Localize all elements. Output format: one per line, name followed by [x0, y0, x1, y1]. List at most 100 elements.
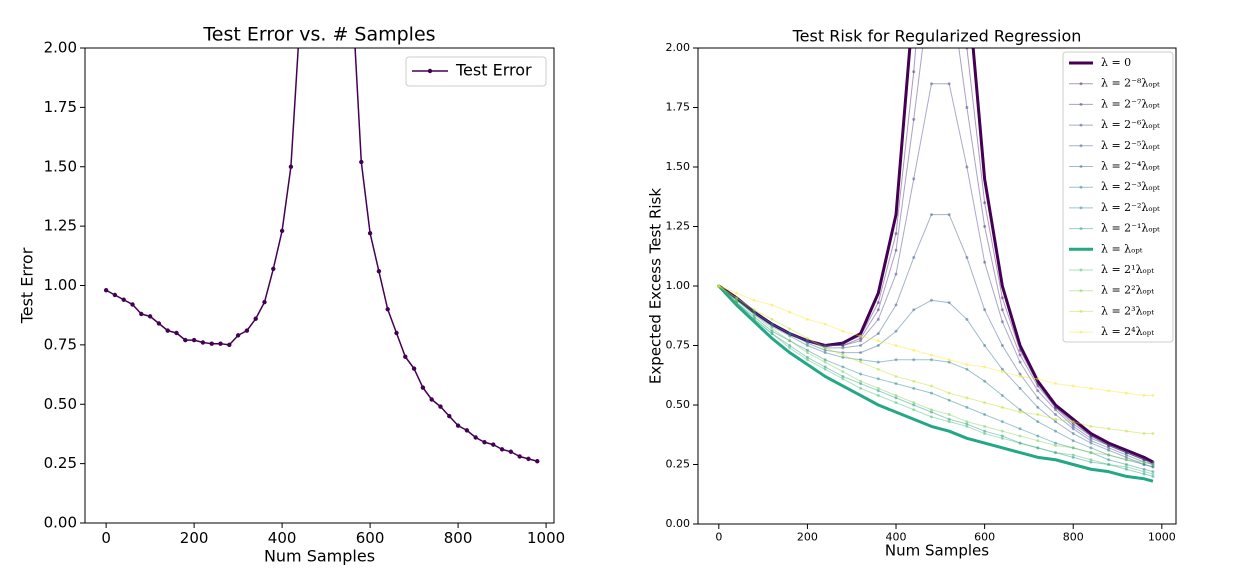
data-point — [788, 332, 792, 336]
data-point — [983, 424, 987, 428]
data-point — [1054, 417, 1058, 421]
legend-label: λ = 2⁻¹λₒₚₜ — [1101, 222, 1160, 235]
legend-marker — [1079, 102, 1083, 106]
data-point — [876, 301, 880, 305]
legend-marker — [1079, 144, 1083, 148]
axes-frame — [84, 47, 555, 524]
y-tick-label: 0.50 — [666, 398, 691, 411]
data-point — [1036, 420, 1040, 424]
data-point — [894, 329, 898, 333]
data-point — [752, 310, 756, 314]
data-point — [1000, 308, 1004, 312]
data-point — [1054, 420, 1058, 424]
data-point — [1018, 410, 1022, 414]
data-point — [1142, 463, 1146, 466]
data-point — [1142, 467, 1146, 471]
data-point — [482, 440, 487, 445]
data-point — [841, 355, 845, 359]
data-point — [752, 317, 756, 321]
x-tick-label: 400 — [268, 529, 297, 547]
data-point — [859, 379, 863, 383]
data-point — [139, 311, 144, 317]
data-point — [894, 393, 898, 397]
y-tick-label: 0.25 — [44, 454, 77, 472]
data-point — [735, 296, 739, 300]
data-point — [929, 408, 933, 412]
data-point — [735, 291, 739, 295]
data-point — [947, 391, 951, 395]
data-point — [526, 456, 531, 462]
data-point — [1107, 453, 1111, 457]
data-point — [359, 159, 364, 165]
x-tick-label: 0 — [101, 529, 111, 547]
data-point — [1000, 296, 1004, 300]
data-point — [876, 308, 880, 312]
data-point — [859, 382, 863, 386]
data-point — [823, 346, 827, 350]
data-point — [218, 341, 223, 346]
data-point — [823, 344, 827, 347]
series-line — [718, 285, 1154, 473]
data-point — [1151, 432, 1155, 436]
legend-marker — [1079, 165, 1083, 168]
data-point — [823, 351, 827, 355]
data-point — [859, 334, 863, 338]
x-tick-label: 200 — [180, 529, 209, 547]
data-point — [823, 365, 827, 369]
data-point — [788, 339, 792, 343]
data-point — [385, 307, 390, 312]
x-tick-label: 600 — [974, 531, 995, 544]
data-point — [841, 344, 845, 347]
data-point — [517, 454, 522, 459]
data-point — [788, 339, 792, 343]
data-point — [1000, 434, 1004, 438]
data-point — [947, 301, 951, 305]
data-point — [735, 296, 739, 300]
data-point — [947, 213, 951, 217]
data-point — [823, 346, 827, 350]
data-point — [1054, 429, 1058, 433]
data-point — [438, 404, 443, 409]
x-axis-label: Num Samples — [264, 547, 375, 566]
data-point — [805, 339, 809, 343]
data-point — [894, 344, 898, 347]
data-point — [983, 201, 987, 205]
legend-marker — [1079, 82, 1083, 86]
y-tick-label: 1.25 — [44, 217, 77, 235]
data-point — [735, 298, 739, 302]
legend-label: λ = 2¹λₒₚₜ — [1101, 263, 1154, 276]
data-point — [1124, 451, 1128, 455]
data-point — [1151, 465, 1155, 469]
data-point — [912, 379, 916, 383]
y-tick-label: 0.25 — [666, 458, 691, 471]
data-point — [929, 298, 933, 302]
data-point — [1018, 427, 1022, 431]
data-point — [1089, 446, 1093, 450]
legend-label: λ = 2³λₒₚₜ — [1101, 304, 1154, 317]
data-point — [912, 358, 916, 362]
data-point — [1124, 467, 1128, 471]
legend-label: Test Error — [455, 61, 532, 80]
legend-marker — [427, 68, 433, 74]
data-point — [1036, 405, 1040, 409]
legend-box — [1062, 51, 1174, 343]
data-point — [947, 358, 951, 362]
data-point — [112, 292, 118, 298]
data-point — [271, 266, 276, 272]
series-line — [718, 214, 1154, 465]
data-point — [965, 106, 969, 109]
data-point — [1107, 389, 1111, 393]
legend-label: λ = 2⁻⁶λₒₚₜ — [1101, 118, 1160, 131]
data-point — [770, 322, 774, 326]
data-point — [983, 429, 987, 433]
data-point — [983, 432, 987, 436]
data-point — [1151, 463, 1155, 466]
legend-marker — [1079, 268, 1083, 272]
data-point — [1018, 434, 1022, 438]
data-point — [841, 353, 845, 357]
data-point — [1124, 463, 1128, 466]
data-point — [876, 386, 880, 390]
data-point — [717, 284, 721, 288]
data-point — [735, 296, 739, 300]
data-point — [1054, 413, 1058, 417]
